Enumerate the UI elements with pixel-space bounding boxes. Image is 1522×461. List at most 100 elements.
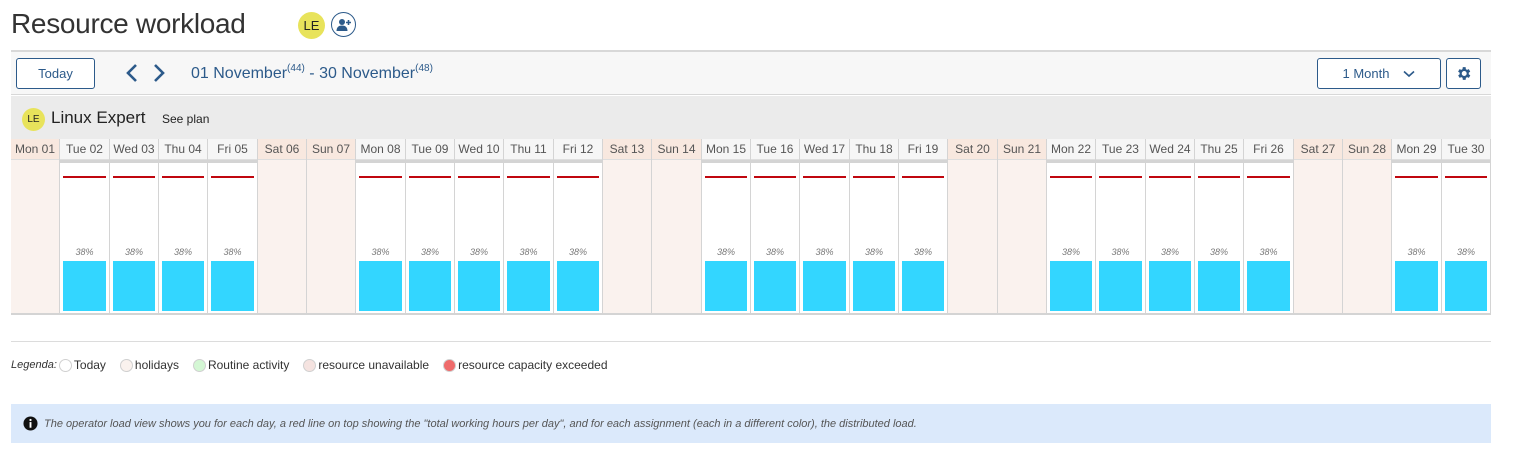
- day-header: Tue 23: [1096, 139, 1145, 160]
- day-column[interactable]: Tue 23 38%: [1096, 139, 1146, 313]
- assignment-bar[interactable]: [63, 261, 106, 311]
- assignment-bar[interactable]: [902, 261, 944, 311]
- date-range: 01 November(44) - 30 November(48): [191, 63, 433, 83]
- assignment-bar[interactable]: [853, 261, 895, 311]
- day-column[interactable]: Fri 26 38%: [1244, 139, 1294, 313]
- capacity-line: [458, 176, 500, 178]
- day-header: Wed 17: [800, 139, 849, 160]
- day-column[interactable]: Sat 20: [948, 139, 998, 313]
- assignment-bar[interactable]: [211, 261, 254, 311]
- day-column[interactable]: Wed 17 38%: [800, 139, 850, 313]
- assignment-bar[interactable]: [557, 261, 599, 311]
- day-column[interactable]: Sat 06: [258, 139, 307, 313]
- day-header: Sun 21: [998, 139, 1046, 160]
- assignment-bar[interactable]: [1445, 261, 1487, 311]
- resource-name: Linux Expert: [51, 108, 146, 127]
- assignment-bar[interactable]: [754, 261, 796, 311]
- previous-button[interactable]: [123, 62, 141, 84]
- day-column[interactable]: Sun 07: [307, 139, 356, 313]
- resource-avatar: LE: [22, 108, 45, 131]
- capacity-line: [1247, 176, 1290, 178]
- capacity-line: [1050, 176, 1092, 178]
- assignment-bar[interactable]: [359, 261, 402, 311]
- assignment-bar[interactable]: [1395, 261, 1438, 311]
- assignment-bar[interactable]: [458, 261, 500, 311]
- assignment-bar[interactable]: [1247, 261, 1290, 311]
- assignment-bar[interactable]: [803, 261, 846, 311]
- legend-swatch-icon: [443, 358, 457, 372]
- load-percent: 38%: [913, 247, 932, 257]
- assignment-bar[interactable]: [409, 261, 451, 311]
- legend-item-label: Routine activity: [207, 358, 290, 372]
- settings-button[interactable]: [1446, 58, 1481, 89]
- day-top-band: [1096, 160, 1145, 163]
- day-header: Sun 14: [652, 139, 701, 160]
- load-percent: 38%: [1209, 247, 1228, 257]
- day-column[interactable]: Thu 11 38%: [504, 139, 554, 313]
- day-top-band: [159, 160, 207, 163]
- assignment-bar[interactable]: [162, 261, 204, 311]
- day-top-band: [850, 160, 898, 163]
- day-column[interactable]: Tue 30 38%: [1442, 139, 1491, 313]
- capacity-line: [211, 176, 254, 178]
- resource-row: LE Linux Expert See plan: [11, 96, 1491, 139]
- load-percent: 38%: [1061, 247, 1080, 257]
- legend-label: Legenda:: [11, 359, 57, 371]
- day-top-band: [356, 160, 405, 163]
- day-column[interactable]: Fri 05 38%: [208, 139, 258, 313]
- day-top-band: [800, 160, 849, 163]
- day-column[interactable]: Fri 19 38%: [899, 139, 948, 313]
- day-column[interactable]: Mon 29 38%: [1392, 139, 1442, 313]
- day-header: Sat 13: [603, 139, 651, 160]
- legend-item: holidays: [119, 358, 179, 372]
- assignment-bar[interactable]: [113, 261, 155, 311]
- range-end-week: (48): [415, 63, 433, 74]
- day-column[interactable]: Mon 01: [11, 139, 60, 313]
- day-header: Sat 27: [1294, 139, 1342, 160]
- assignment-bar[interactable]: [1198, 261, 1240, 311]
- day-column[interactable]: Sat 27: [1294, 139, 1343, 313]
- legend-item-label: holidays: [134, 358, 179, 372]
- day-header: Thu 25: [1195, 139, 1243, 160]
- day-column[interactable]: Thu 04 38%: [159, 139, 208, 313]
- day-column[interactable]: Sun 21: [998, 139, 1047, 313]
- load-percent: 38%: [815, 247, 834, 257]
- assignment-bar[interactable]: [1099, 261, 1142, 311]
- day-column[interactable]: Mon 08 38%: [356, 139, 406, 313]
- capacity-line: [1198, 176, 1240, 178]
- day-column[interactable]: Wed 24 38%: [1146, 139, 1195, 313]
- capacity-line: [902, 176, 944, 178]
- load-percent: 38%: [1259, 247, 1278, 257]
- day-column[interactable]: Tue 02 38%: [60, 139, 110, 313]
- see-plan-link[interactable]: See plan: [162, 112, 210, 126]
- day-column[interactable]: Wed 03 38%: [110, 139, 159, 313]
- day-column[interactable]: Sun 14: [652, 139, 702, 313]
- period-select[interactable]: 1 Month: [1317, 58, 1441, 89]
- assignment-bar[interactable]: [507, 261, 550, 311]
- assignment-bar[interactable]: [1050, 261, 1092, 311]
- day-column[interactable]: Wed 10 38%: [455, 139, 504, 313]
- day-column[interactable]: Mon 22 38%: [1047, 139, 1096, 313]
- day-header: Tue 16: [751, 139, 799, 160]
- user-avatar[interactable]: LE: [298, 12, 325, 39]
- day-column[interactable]: Thu 25 38%: [1195, 139, 1244, 313]
- next-button[interactable]: [150, 62, 168, 84]
- day-column[interactable]: Sun 28: [1343, 139, 1392, 313]
- assignment-bar[interactable]: [1149, 261, 1191, 311]
- day-column[interactable]: Tue 09 38%: [406, 139, 455, 313]
- day-column[interactable]: Sat 13: [603, 139, 652, 313]
- capacity-line: [1445, 176, 1487, 178]
- capacity-line: [162, 176, 204, 178]
- info-box: The operator load view shows you for eac…: [11, 404, 1491, 443]
- day-column[interactable]: Fri 12 38%: [554, 139, 603, 313]
- day-header: Mon 29: [1392, 139, 1441, 160]
- day-column[interactable]: Tue 16 38%: [751, 139, 800, 313]
- load-percent: 38%: [75, 247, 94, 257]
- assignment-bar[interactable]: [705, 261, 747, 311]
- today-button[interactable]: Today: [16, 58, 95, 89]
- day-header: Thu 04: [159, 139, 207, 160]
- day-column[interactable]: Mon 15 38%: [702, 139, 751, 313]
- day-top-band: [899, 160, 947, 163]
- day-column[interactable]: Thu 18 38%: [850, 139, 899, 313]
- add-user-button[interactable]: [331, 12, 356, 37]
